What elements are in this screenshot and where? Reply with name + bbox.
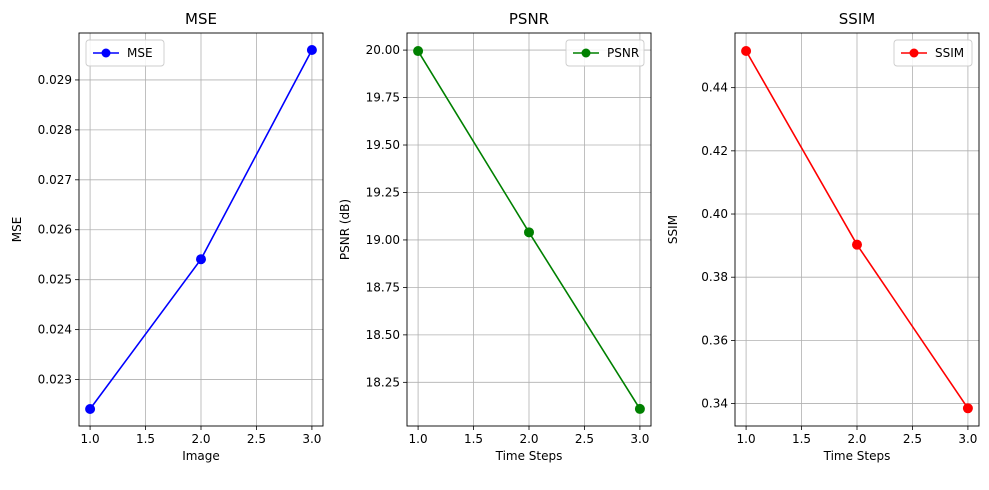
y-tick-label: 0.028: [38, 123, 72, 137]
x-tick-label: 1.0: [737, 432, 756, 446]
chart-panel-psnr: 1.0 1.5 2.0 2.5 3.0 18.25 18.50 18.75 19.00 19.25…: [338, 10, 652, 463]
x-tick-label: 2.5: [903, 432, 922, 446]
legend: PSNR: [565, 39, 645, 67]
data-point: [852, 239, 862, 250]
x-tick-label: 3.0: [958, 432, 977, 446]
legend-swatch-marker: [101, 48, 111, 58]
y-axis-label: SSIM: [666, 215, 680, 244]
data-point: [413, 46, 424, 57]
y-tick-label: 19.25: [366, 185, 400, 199]
y-tick-label: 18.25: [366, 375, 400, 389]
y-tick-label: 0.025: [38, 273, 72, 287]
chart-title: PSNR: [509, 10, 549, 28]
chart-panel-ssim: 1.0 1.5 2.0 2.5 3.0 0.34 0.36 0.38 0.40 0.42 0.44 S…: [666, 10, 980, 463]
y-axis-label: MSE: [10, 217, 24, 243]
data-point: [741, 46, 752, 57]
legend-swatch-marker: [581, 48, 591, 58]
legend-box: [565, 39, 645, 67]
x-tick-label: 2.0: [519, 432, 538, 446]
data-point: [962, 403, 973, 414]
x-tick-label: 2.5: [247, 432, 266, 446]
legend: SSIM: [893, 39, 973, 67]
x-tick-label: 3.0: [302, 432, 321, 446]
chart-title: MSE: [185, 10, 217, 28]
y-tick-label: 19.00: [366, 233, 400, 247]
y-tick-label: 0.36: [701, 333, 728, 347]
x-tick-label: 1.0: [409, 432, 428, 446]
legend-label: MSE: [127, 46, 153, 60]
y-tick-label: 0.44: [701, 81, 728, 95]
y-tick-label: 0.023: [38, 373, 72, 387]
data-point: [306, 44, 317, 55]
chart-title: SSIM: [839, 10, 875, 28]
data-point: [85, 404, 96, 415]
x-tick-label: 1.5: [792, 432, 811, 446]
y-tick-label: 0.029: [38, 73, 72, 87]
y-tick-label: 0.026: [38, 223, 72, 237]
x-tick-label: 2.0: [191, 432, 210, 446]
y-tick-label: 0.34: [701, 397, 728, 411]
plot-frame: [78, 32, 324, 427]
y-tick-label: 0.027: [38, 173, 72, 187]
x-axis-label: Time Steps: [495, 449, 563, 463]
x-tick-label: 2.5: [575, 432, 594, 446]
legend-swatch-marker: [909, 48, 919, 58]
legend: MSE: [85, 39, 165, 67]
data-point: [634, 403, 645, 414]
x-tick-label: 2.0: [847, 432, 866, 446]
x-tick-label: 1.0: [81, 432, 100, 446]
y-tick-label: 18.50: [366, 328, 400, 342]
y-axis-label: PSNR (dB): [338, 199, 352, 260]
x-tick-label: 1.5: [464, 432, 483, 446]
plot-frame: [734, 32, 980, 427]
data-point: [524, 227, 534, 238]
plot-frame: [406, 32, 652, 427]
y-tick-label: 0.38: [701, 270, 728, 284]
y-tick-label: 20.00: [366, 43, 400, 57]
x-tick-label: 1.5: [136, 432, 155, 446]
legend-box: [85, 39, 165, 67]
data-point: [196, 254, 206, 265]
y-tick-label: 19.50: [366, 138, 400, 152]
legend-label: PSNR: [607, 46, 639, 60]
y-tick-label: 19.75: [366, 91, 400, 105]
chart-panel-mse: 1.0 1.5 2.0 2.5 3.0 0.023 0.024 0.025 0.026 0.027…: [10, 10, 324, 463]
y-tick-label: 0.42: [701, 144, 728, 158]
legend-box: [893, 39, 973, 67]
x-axis-label: Image: [182, 449, 220, 463]
legend-label: SSIM: [935, 46, 964, 60]
y-tick-label: 18.75: [366, 280, 400, 294]
y-tick-label: 0.40: [701, 207, 728, 221]
x-axis-label: Time Steps: [823, 449, 891, 463]
y-tick-label: 0.024: [38, 323, 72, 337]
x-tick-label: 3.0: [630, 432, 649, 446]
